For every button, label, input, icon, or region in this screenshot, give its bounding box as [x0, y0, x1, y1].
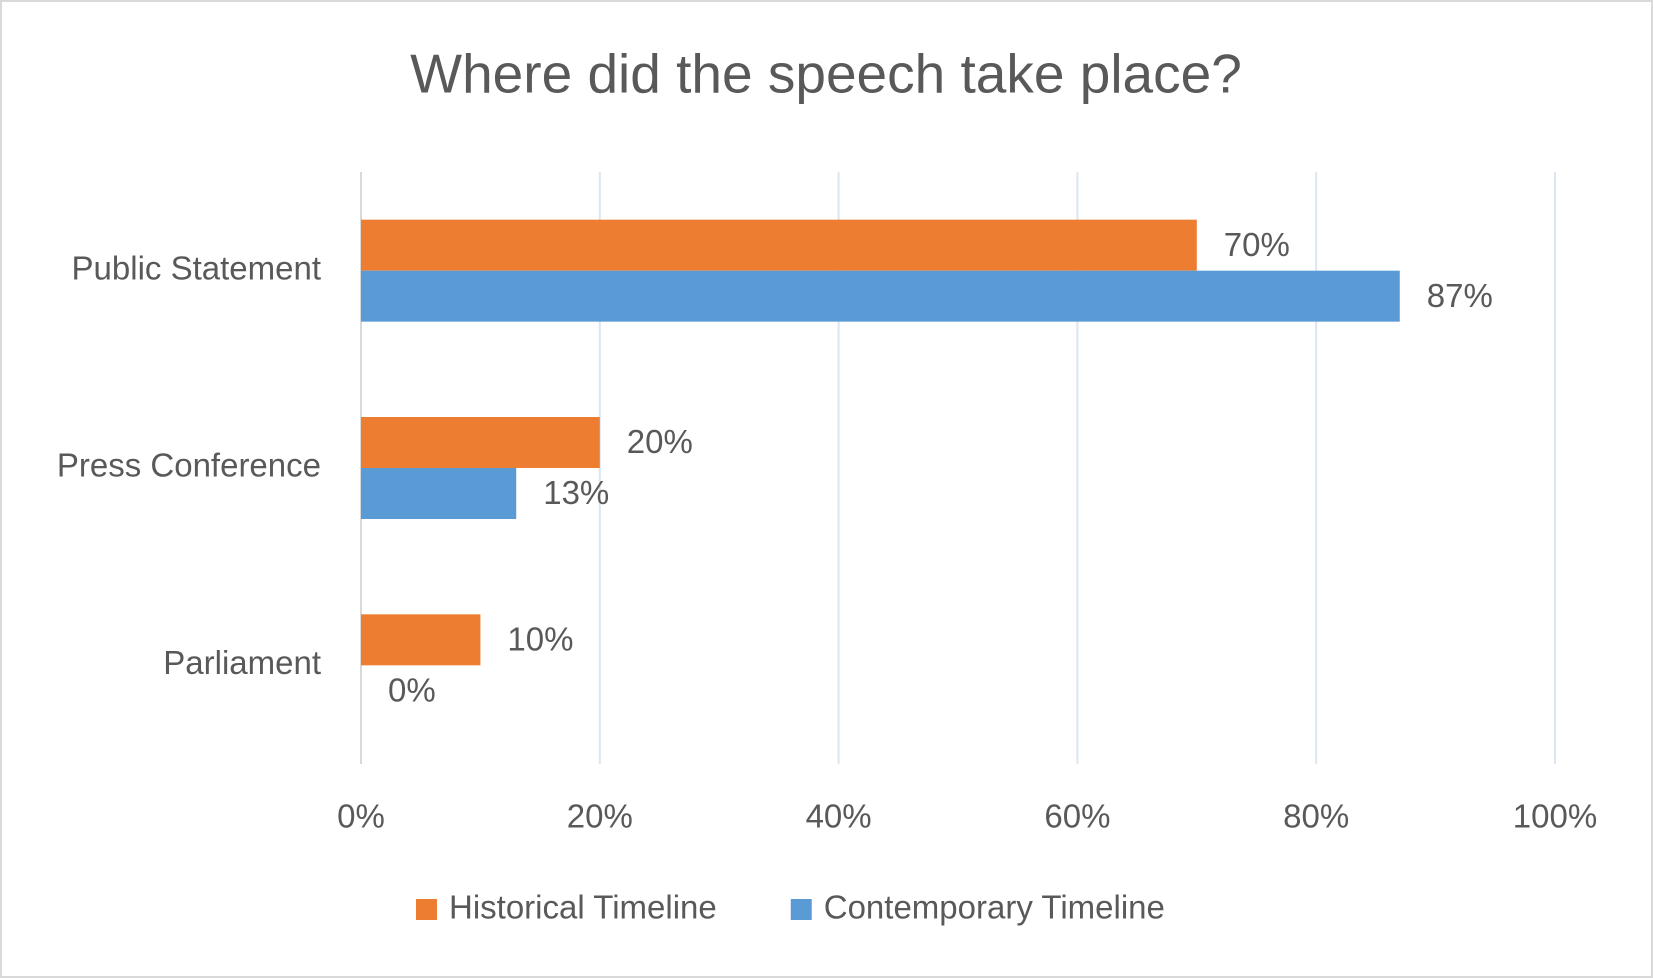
x-tick-label: 40% — [806, 798, 872, 835]
chart-title: Where did the speech take place? — [410, 43, 1242, 105]
y-tick-label: Press Conference — [57, 447, 321, 484]
data-label: 20% — [627, 423, 693, 460]
data-label: 0% — [388, 672, 436, 709]
bar — [361, 468, 517, 519]
bar — [361, 614, 481, 666]
x-tick-label: 60% — [1044, 798, 1110, 835]
x-tick-label: 100% — [1513, 798, 1597, 835]
data-label: 13% — [543, 474, 609, 511]
y-tick-label: Parliament — [163, 644, 321, 681]
y-tick-label: Public Statement — [72, 249, 321, 286]
data-label: 87% — [1427, 277, 1493, 314]
legend-swatch — [416, 899, 437, 920]
bar — [361, 417, 600, 468]
x-tick-label: 0% — [337, 798, 385, 835]
bar — [361, 219, 1197, 271]
legend-label: Historical Timeline — [449, 889, 717, 926]
x-tick-label: 20% — [567, 798, 633, 835]
legend-label: Contemporary Timeline — [824, 889, 1165, 926]
legend-swatch — [790, 899, 812, 920]
bar — [361, 270, 1400, 322]
data-label: 70% — [1224, 226, 1290, 263]
data-label: 10% — [507, 621, 573, 658]
x-tick-label: 80% — [1283, 798, 1349, 835]
